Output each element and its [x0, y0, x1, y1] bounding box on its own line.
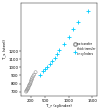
Point — [35, 71, 36, 73]
Point — [26, 90, 27, 92]
Point — [56, 54, 58, 55]
Point — [26, 89, 28, 91]
Point — [30, 81, 32, 83]
Point — [58, 50, 60, 51]
Point — [29, 84, 30, 86]
Point — [40, 75, 41, 76]
Point — [47, 66, 48, 67]
Point — [42, 70, 44, 72]
Point — [31, 79, 33, 80]
Point — [87, 10, 88, 12]
Point — [32, 75, 34, 77]
X-axis label: T_r (cylinder): T_r (cylinder) — [46, 104, 72, 108]
Point — [30, 79, 32, 81]
Point — [25, 91, 27, 92]
Point — [63, 43, 65, 45]
Point — [27, 88, 28, 90]
Point — [68, 36, 70, 38]
Point — [33, 74, 35, 75]
Point — [30, 83, 31, 84]
Point — [27, 87, 29, 89]
Point — [54, 57, 55, 59]
Point — [28, 85, 30, 87]
Point — [77, 21, 79, 23]
Point — [29, 83, 31, 85]
Point — [49, 63, 51, 65]
Point — [28, 87, 29, 88]
Point — [73, 29, 74, 30]
Point — [32, 77, 33, 79]
Point — [51, 60, 53, 62]
Point — [44, 68, 46, 70]
Y-axis label: T_s (steel): T_s (steel) — [3, 39, 7, 59]
Legend: no transfer, thick transfer
or cylinders: no transfer, thick transfer or cylinders — [73, 42, 96, 57]
